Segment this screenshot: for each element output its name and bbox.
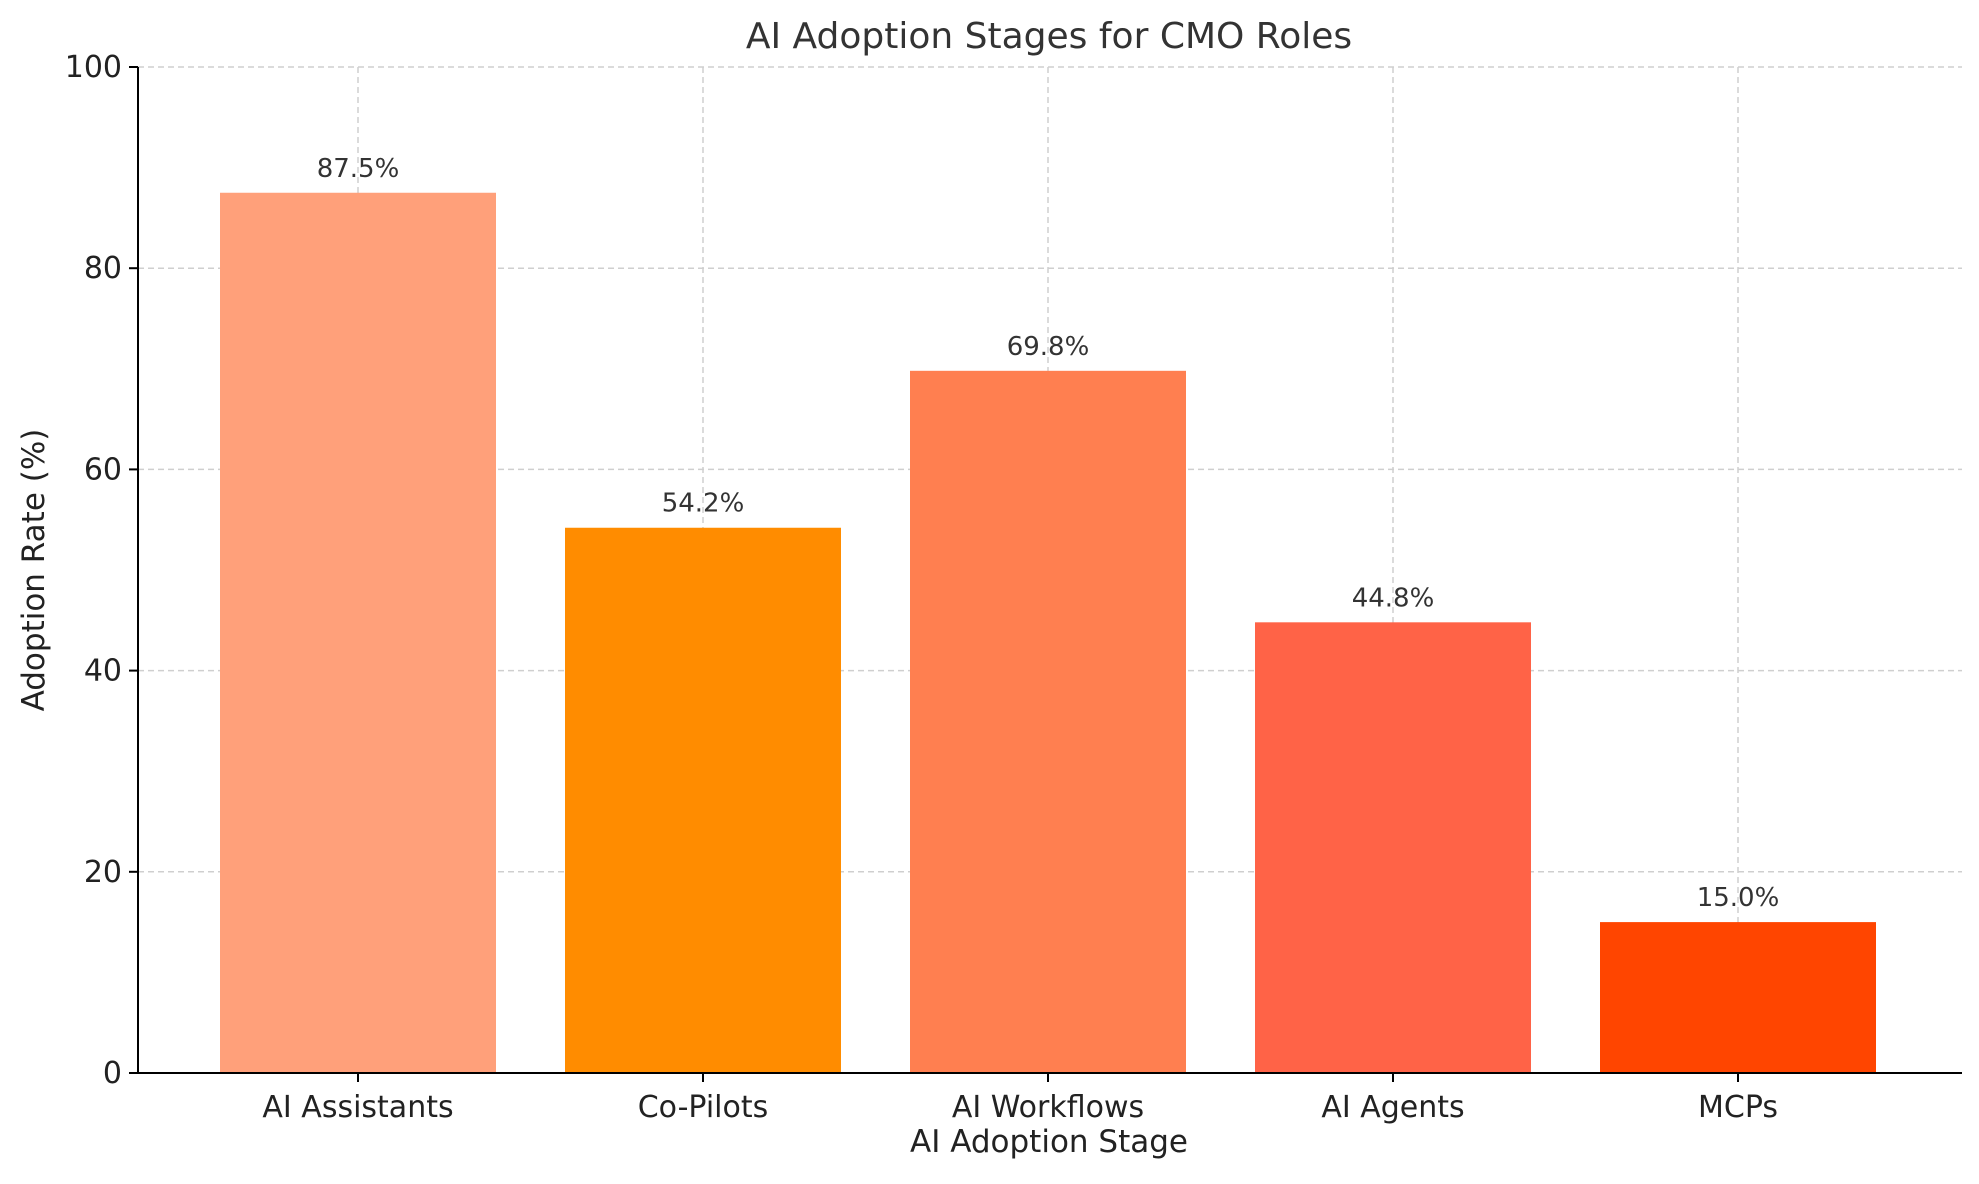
y-tick-label: 0 <box>103 1056 122 1091</box>
data-label: 87.5% <box>317 154 400 184</box>
x-tick-label: AI Agents <box>1321 1090 1464 1125</box>
data-label: 15.0% <box>1697 883 1780 913</box>
chart-title: AI Adoption Stages for CMO Roles <box>746 16 1352 57</box>
data-label: 69.8% <box>1007 332 1090 362</box>
x-tick-label: AI Workflows <box>952 1090 1144 1125</box>
data-label: 44.8% <box>1352 583 1435 613</box>
bar <box>565 527 841 1073</box>
x-axis-label: AI Adoption Stage <box>910 1124 1188 1160</box>
y-tick-label: 20 <box>84 855 122 890</box>
bar <box>910 370 1186 1073</box>
y-tick-label: 60 <box>84 452 122 487</box>
bar <box>220 192 496 1073</box>
bar <box>1255 622 1531 1073</box>
bars <box>220 192 1876 1073</box>
data-label: 54.2% <box>662 489 745 519</box>
axes <box>129 66 1962 1082</box>
y-tick-label: 40 <box>84 654 122 689</box>
x-tick-label: AI Assistants <box>262 1090 453 1125</box>
y-axis-label: Adoption Rate (%) <box>16 429 52 712</box>
y-tick-label: 80 <box>84 251 122 286</box>
y-tick-label: 100 <box>65 50 122 85</box>
x-tick-labels: AI Assistants Co-Pilots AI Workflows AI Age… <box>262 1090 1778 1125</box>
x-tick-label: Co-Pilots <box>638 1090 769 1125</box>
y-tick-labels: 0 20 40 60 80 100 <box>65 50 122 1091</box>
value-labels: 87.5% 54.2% 69.8% 44.8% 15.0% <box>317 154 1780 913</box>
x-tick-label: MCPs <box>1698 1090 1778 1125</box>
bar <box>1600 922 1876 1073</box>
